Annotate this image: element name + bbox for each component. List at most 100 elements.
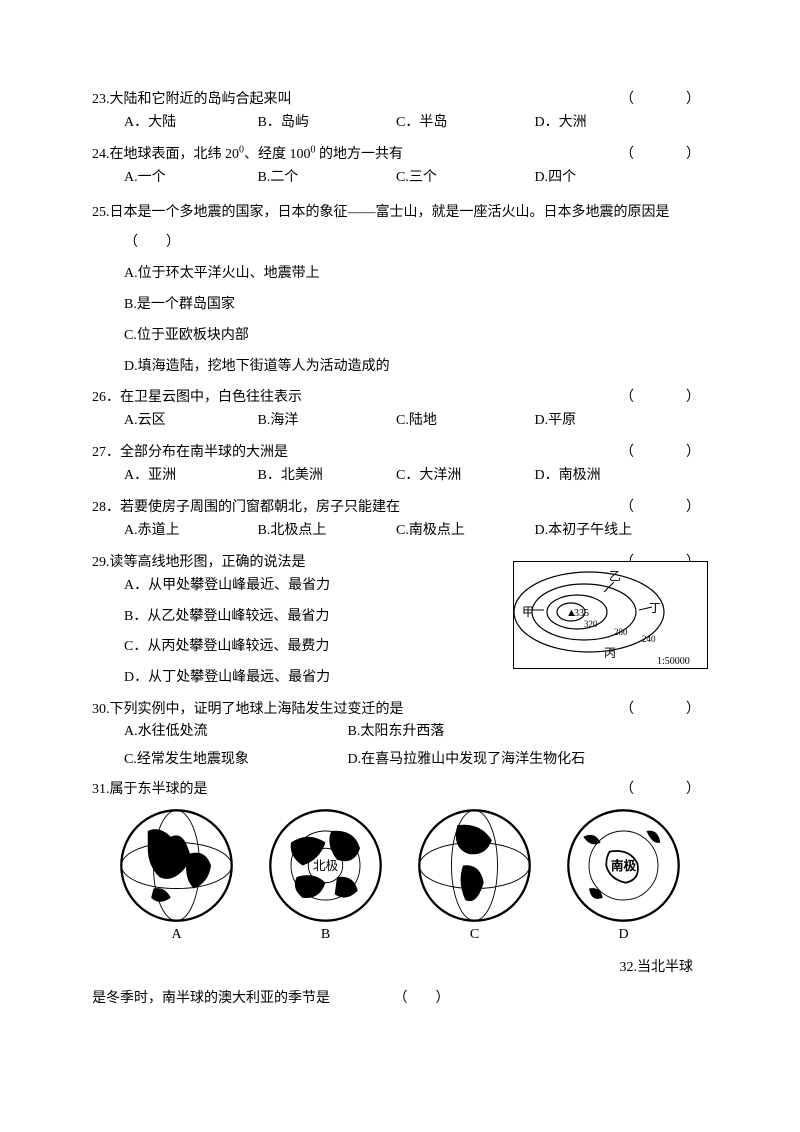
q28-header: 28．若要使房子周围的门窗都朝北，房子只能建在 （ ）	[92, 496, 708, 516]
q23-opt-b: B．岛屿	[258, 108, 393, 139]
q26-opt-c: C.陆地	[396, 406, 531, 437]
q24-num: 24.	[92, 147, 110, 162]
q27-opt-d: D．南极洲	[535, 461, 670, 492]
question-23: 23.大陆和它附近的岛屿合起来叫 （ ） A．大陆 B．岛屿 C．半岛 D．大洲	[92, 88, 708, 139]
globe-c-icon	[417, 808, 532, 923]
globe-c-label: C	[470, 927, 479, 943]
q24-header: 24.在地球表面，北纬 200、经度 1000 的地方一共有 （ ）	[92, 143, 708, 163]
q24-opt-b: B.二个	[258, 163, 393, 194]
question-26: 26．在卫星云图中，白色往往表示 （ ） A.云区 B.海洋 C.陆地 D.平原	[92, 386, 708, 437]
contour-map-icon: ▲ 335 320 280 240 甲 乙 丙 丁 1:50000	[513, 561, 708, 669]
q23-paren: （ ）	[620, 88, 708, 108]
q28-text: 若要使房子周围的门窗都朝北，房子只能建在	[120, 500, 400, 515]
svg-text:乙: 乙	[609, 569, 621, 583]
q25-opt-c: C.位于亚欧板块内部	[92, 321, 708, 352]
q26-paren: （ ）	[620, 386, 708, 406]
q30-textwrap: 30.下列实例中，证明了地球上海陆发生过变迁的是	[92, 698, 560, 718]
q31-paren: （ ）	[620, 778, 708, 798]
q31-text: 属于东半球的是	[110, 782, 208, 797]
globe-d-center: 南极	[611, 858, 637, 873]
peak-value: 335	[574, 608, 589, 619]
q29-text: 读等高线地形图，正确的说法是	[110, 555, 306, 570]
q27-header: 27．全部分布在南半球的大洲是 （ ）	[92, 441, 708, 461]
svg-text:丙: 丙	[604, 646, 616, 660]
question-29: 29.读等高线地形图，正确的说法是 （ ） A．从甲处攀登山峰最近、最省力 B．…	[92, 551, 708, 694]
q25-opt-a: A.位于环太平洋火山、地震带上	[92, 259, 708, 290]
q27-opt-b: B．北美洲	[258, 461, 393, 492]
svg-text:280: 280	[614, 627, 628, 637]
q28-textwrap: 28．若要使房子周围的门窗都朝北，房子只能建在	[92, 496, 600, 516]
q24-opt-d: D.四个	[535, 163, 670, 194]
q32-line2: 是冬季时，南半球的澳大利亚的季节是 （ ）	[92, 984, 708, 1015]
q23-opt-c: C．半岛	[396, 108, 531, 139]
q28-opt-b: B.北极点上	[258, 516, 393, 547]
q27-opt-c: C．大洋洲	[396, 461, 531, 492]
q27-paren: （ ）	[620, 441, 708, 461]
q27-num: 27．	[92, 445, 120, 460]
q28-num: 28．	[92, 500, 120, 515]
question-30: 30.下列实例中，证明了地球上海陆发生过变迁的是 （ ） A.水往低处流 B.太…	[92, 698, 708, 774]
q24-opt-a: A.一个	[124, 163, 254, 194]
question-31: 31.属于东半球的是 （ ） A 北极	[92, 778, 708, 949]
q25-opt-b: B.是一个群岛国家	[92, 290, 708, 321]
q23-opt-d: D．大洲	[535, 108, 670, 139]
q26-opt-d: D.平原	[535, 406, 670, 437]
q32-tail: 32.当北半球	[92, 953, 708, 984]
q23-opt-a: A．大陆	[124, 108, 254, 139]
q29-num: 29.	[92, 555, 110, 570]
q26-textwrap: 26．在卫星云图中，白色往往表示	[92, 386, 600, 406]
globe-a-label: A	[171, 927, 181, 943]
globe-d-label: D	[618, 927, 628, 943]
q26-options: A.云区 B.海洋 C.陆地 D.平原	[92, 406, 708, 437]
q23-options: A．大陆 B．岛屿 C．半岛 D．大洲	[92, 108, 708, 139]
q30-text: 下列实例中，证明了地球上海陆发生过变迁的是	[110, 702, 404, 717]
q30-paren: （ ）	[620, 698, 708, 718]
q32-paren: （ ）	[394, 991, 450, 1006]
svg-text:丁: 丁	[649, 601, 661, 615]
globe-b-col: 北极 B	[268, 808, 383, 943]
q27-options: A．亚洲 B．北美洲 C．大洋洲 D．南极洲	[92, 461, 708, 492]
q25-num: 25.	[92, 205, 110, 220]
svg-text:320: 320	[584, 619, 598, 629]
q30-opt-a: A.水往低处流	[124, 718, 344, 746]
q28-opt-c: C.南极点上	[396, 516, 531, 547]
q24-options: A.一个 B.二个 C.三个 D.四个	[92, 163, 708, 194]
q27-text: 全部分布在南半球的大洲是	[120, 445, 288, 460]
q23-num: 23.	[92, 92, 110, 107]
q30-num: 30.	[92, 702, 110, 717]
q31-textwrap: 31.属于东半球的是	[92, 778, 600, 798]
q25-stem: 25.日本是一个多地震的国家，日本的象征——富士山，就是一座活火山。日本多地震的…	[92, 198, 708, 229]
q27-opt-a: A．亚洲	[124, 461, 254, 492]
q26-header: 26．在卫星云图中，白色往往表示 （ ）	[92, 386, 708, 406]
globes-row: A 北极 B C	[92, 802, 708, 949]
svg-text:1:50000: 1:50000	[657, 656, 690, 667]
q24-p1: 在地球表面，北纬 20	[110, 147, 240, 162]
q28-opt-d: D.本初子午线上	[535, 516, 670, 547]
q23-header: 23.大陆和它附近的岛屿合起来叫 （ ）	[92, 88, 708, 108]
q28-paren: （ ）	[620, 496, 708, 516]
q32-text1: 当北半球	[637, 960, 693, 975]
svg-text:240: 240	[642, 634, 656, 644]
q24-p3: 的地方一共有	[316, 147, 404, 162]
q25-text: 日本是一个多地震的国家，日本的象征——富士山，就是一座活火山。日本多地震的原因是	[110, 205, 670, 220]
q30-row2: C.经常发生地震现象 D.在喜马拉雅山中发现了海洋生物化石	[92, 746, 708, 774]
q25-paren: （ ）	[124, 235, 180, 250]
q26-opt-a: A.云区	[124, 406, 254, 437]
q23-stem: 大陆和它附近的岛屿合起来叫	[110, 92, 292, 107]
q30-opt-d: D.在喜马拉雅山中发现了海洋生物化石	[348, 752, 586, 767]
globe-b-center: 北极	[313, 859, 339, 873]
q30-opt-c: C.经常发生地震现象	[124, 746, 344, 774]
question-27: 27．全部分布在南半球的大洲是 （ ） A．亚洲 B．北美洲 C．大洋洲 D．南…	[92, 441, 708, 492]
q25-paren-line: （ ）	[92, 228, 708, 259]
q28-options: A.赤道上 B.北极点上 C.南极点上 D.本初子午线上	[92, 516, 708, 547]
q28-opt-a: A.赤道上	[124, 516, 254, 547]
globe-b-label: B	[321, 927, 330, 943]
question-28: 28．若要使房子周围的门窗都朝北，房子只能建在 （ ） A.赤道上 B.北极点上…	[92, 496, 708, 547]
globe-a-icon	[119, 808, 234, 923]
globe-d-icon: 南极	[566, 808, 681, 923]
q30-opt-b: B.太阳东升西落	[348, 724, 445, 739]
q27-textwrap: 27．全部分布在南半球的大洲是	[92, 441, 600, 461]
globe-a-col: A	[119, 808, 234, 943]
q31-num: 31.	[92, 782, 110, 797]
q30-header: 30.下列实例中，证明了地球上海陆发生过变迁的是 （ ）	[92, 698, 708, 718]
